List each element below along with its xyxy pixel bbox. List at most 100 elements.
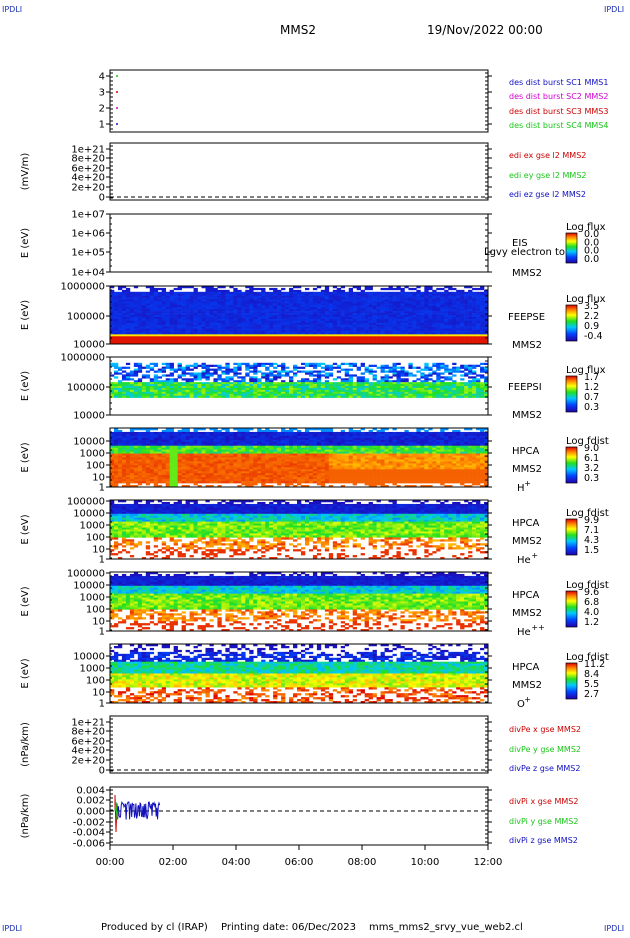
spectrogram-cell — [381, 340, 385, 342]
date-title: 19/Nov/2022 00:00 — [427, 23, 543, 37]
spectrogram-cell — [432, 307, 436, 309]
spectrogram-cell — [186, 329, 190, 331]
spectrogram-cell — [472, 388, 476, 390]
spectrogram-cell — [472, 371, 476, 373]
spectrogram-cell — [178, 386, 182, 388]
spectrogram-cell — [289, 296, 293, 298]
spectrogram-cell — [337, 305, 341, 307]
spectrogram-cell — [126, 311, 130, 313]
spectrogram-cell — [373, 396, 377, 398]
spectrogram-cell — [205, 288, 209, 290]
spectrogram-cell — [301, 315, 305, 317]
spectrogram-cell — [217, 305, 221, 307]
spectrogram-cell — [480, 311, 484, 313]
spectrogram-cell — [225, 363, 229, 365]
spectrogram-cell — [393, 363, 397, 365]
spectrogram-cell — [361, 321, 365, 323]
spectrogram-cell — [456, 315, 460, 317]
spectrogram-cell — [345, 296, 349, 298]
spectrogram-cell — [174, 477, 178, 479]
spectrogram-cell — [389, 313, 393, 315]
spectrogram-cell — [408, 294, 412, 296]
spectrogram-cell — [321, 334, 325, 336]
spectrogram-cell — [190, 338, 194, 340]
spectrogram-cell — [178, 471, 182, 473]
spectrogram-cell — [166, 434, 170, 436]
spectrogram-cell — [134, 371, 138, 373]
spectrogram-cell — [341, 369, 345, 371]
spectrogram-cell — [158, 473, 162, 475]
spectrogram-cell — [313, 288, 317, 290]
spectrogram-cell — [309, 371, 313, 373]
spectrogram-cell — [440, 325, 444, 327]
spectrogram-cell — [245, 311, 249, 313]
spectrogram-cell — [158, 452, 162, 454]
spectrogram-cell — [178, 300, 182, 302]
spectrogram-cell — [166, 471, 170, 473]
spectrogram-cell — [337, 338, 341, 340]
spectrogram-cell — [138, 296, 142, 298]
spectrogram-cell — [396, 382, 400, 384]
spectrogram-cell — [110, 392, 114, 394]
spectrogram-cell — [277, 340, 281, 342]
spectrogram-cell — [420, 392, 424, 394]
spectrogram-cell — [345, 384, 349, 386]
spectrogram-cell — [138, 459, 142, 461]
spectrogram-cell — [162, 434, 166, 436]
spectrogram-cell — [170, 301, 174, 303]
spectrogram-cell — [452, 332, 456, 334]
spectrogram-cell — [317, 317, 321, 319]
spectrogram-cell — [194, 434, 198, 436]
spectrogram-cell — [138, 475, 142, 477]
spectrogram-cell — [237, 392, 241, 394]
spectrogram-cell — [245, 363, 249, 365]
spectrogram-cell — [341, 319, 345, 321]
spectrogram-cell — [273, 340, 277, 342]
spectrogram-cell — [162, 390, 166, 392]
spectrogram-cell — [361, 301, 365, 303]
spectrogram-cell — [297, 305, 301, 307]
spectrogram-cell — [361, 296, 365, 298]
spectrogram-cell — [468, 340, 472, 342]
spectrogram-cell — [373, 329, 377, 331]
spectrogram-cell — [154, 471, 158, 473]
instrument-name: FEEPSE — [508, 312, 545, 323]
spectrogram-cell — [205, 463, 209, 465]
spectrogram-cell — [257, 340, 261, 342]
spectrogram-cell — [126, 481, 130, 483]
spectrogram-cell — [321, 303, 325, 305]
spectrogram-cell — [217, 438, 221, 440]
spectrogram-cell — [122, 367, 126, 369]
spectrogram-cell — [281, 311, 285, 313]
spectrogram-cell — [174, 459, 178, 461]
spectrogram-cell — [186, 471, 190, 473]
spectrogram-cell — [249, 338, 253, 340]
spectrogram-cell — [114, 430, 118, 432]
spectrogram-cell — [464, 321, 468, 323]
spectrogram-cell — [118, 382, 122, 384]
spectrogram-cell — [253, 369, 257, 371]
spectrogram-cell — [393, 301, 397, 303]
spectrogram-cell — [261, 321, 265, 323]
spectrogram-cell — [349, 340, 353, 342]
spectrogram-cell — [158, 479, 162, 481]
spectrogram-cell — [476, 394, 480, 396]
spectrogram-cell — [317, 309, 321, 311]
spectrogram-cell — [321, 374, 325, 376]
spectrogram-cell — [325, 296, 329, 298]
spectrogram-cell — [170, 334, 174, 336]
spectrogram-cell — [221, 327, 225, 329]
spectrogram-cell — [393, 380, 397, 382]
spectrogram-cell — [178, 329, 182, 331]
spectrogram-cell — [373, 376, 377, 378]
spectrogram-cell — [289, 321, 293, 323]
spectrogram-cell — [166, 446, 170, 448]
spectrogram-cell — [174, 298, 178, 300]
spectrogram-cell — [178, 396, 182, 398]
spectrogram-cell — [138, 380, 142, 382]
spectrogram-cell — [154, 296, 158, 298]
spectrogram-cell — [182, 300, 186, 302]
spectrogram-cell — [285, 327, 289, 329]
